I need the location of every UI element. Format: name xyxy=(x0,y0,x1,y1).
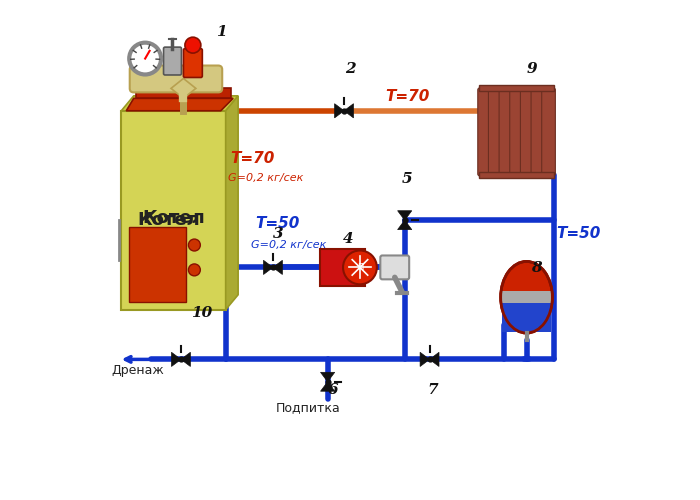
Polygon shape xyxy=(321,382,335,391)
Circle shape xyxy=(188,264,200,276)
FancyBboxPatch shape xyxy=(380,256,410,280)
Text: G=0,2 кг/сек: G=0,2 кг/сек xyxy=(228,174,304,184)
Text: 2: 2 xyxy=(345,62,356,76)
Text: Дренаж: Дренаж xyxy=(111,364,164,378)
FancyBboxPatch shape xyxy=(183,48,202,78)
FancyBboxPatch shape xyxy=(510,88,524,176)
Polygon shape xyxy=(172,352,181,366)
Text: 6: 6 xyxy=(328,383,338,397)
Circle shape xyxy=(130,42,161,74)
Text: П: П xyxy=(357,263,363,272)
Text: Подпитка: Подпитка xyxy=(275,402,340,414)
FancyBboxPatch shape xyxy=(121,111,225,310)
FancyBboxPatch shape xyxy=(164,47,181,75)
Text: 4: 4 xyxy=(342,232,354,245)
FancyBboxPatch shape xyxy=(499,88,512,176)
Polygon shape xyxy=(420,352,430,366)
Bar xyxy=(502,292,552,303)
FancyBboxPatch shape xyxy=(478,88,491,176)
Text: 5: 5 xyxy=(402,172,413,186)
Polygon shape xyxy=(225,96,238,310)
Text: Котел: Котел xyxy=(137,211,200,229)
Text: 9: 9 xyxy=(526,62,537,76)
Text: 7: 7 xyxy=(427,383,438,397)
Text: 3: 3 xyxy=(273,226,284,240)
Bar xyxy=(320,248,365,286)
Text: 1: 1 xyxy=(216,25,226,39)
Polygon shape xyxy=(430,352,439,366)
FancyBboxPatch shape xyxy=(531,88,545,176)
FancyBboxPatch shape xyxy=(489,88,502,176)
Polygon shape xyxy=(273,260,282,274)
Bar xyxy=(480,85,554,91)
Ellipse shape xyxy=(500,262,552,333)
Text: 10: 10 xyxy=(191,306,212,320)
Polygon shape xyxy=(263,260,273,274)
Text: T=70: T=70 xyxy=(385,89,429,104)
FancyBboxPatch shape xyxy=(520,88,534,176)
Bar xyxy=(480,172,554,178)
Text: 8: 8 xyxy=(531,262,542,276)
FancyBboxPatch shape xyxy=(542,88,555,176)
Circle shape xyxy=(185,37,201,53)
Text: T=70: T=70 xyxy=(231,151,275,166)
Bar xyxy=(502,297,552,332)
Circle shape xyxy=(188,239,200,251)
Bar xyxy=(129,226,186,302)
Text: T=50: T=50 xyxy=(556,226,601,240)
Polygon shape xyxy=(136,88,231,99)
Polygon shape xyxy=(181,352,190,366)
Text: G=0,2 кг/сек: G=0,2 кг/сек xyxy=(251,240,326,250)
FancyBboxPatch shape xyxy=(130,66,222,92)
Text: T=50: T=50 xyxy=(256,216,300,230)
Polygon shape xyxy=(398,210,412,220)
Polygon shape xyxy=(171,78,196,98)
Polygon shape xyxy=(398,220,412,230)
Polygon shape xyxy=(121,96,238,111)
Text: Котел: Котел xyxy=(142,208,205,226)
Polygon shape xyxy=(335,104,344,118)
Polygon shape xyxy=(126,98,233,111)
Polygon shape xyxy=(321,372,335,382)
Polygon shape xyxy=(344,104,354,118)
Circle shape xyxy=(343,250,377,284)
